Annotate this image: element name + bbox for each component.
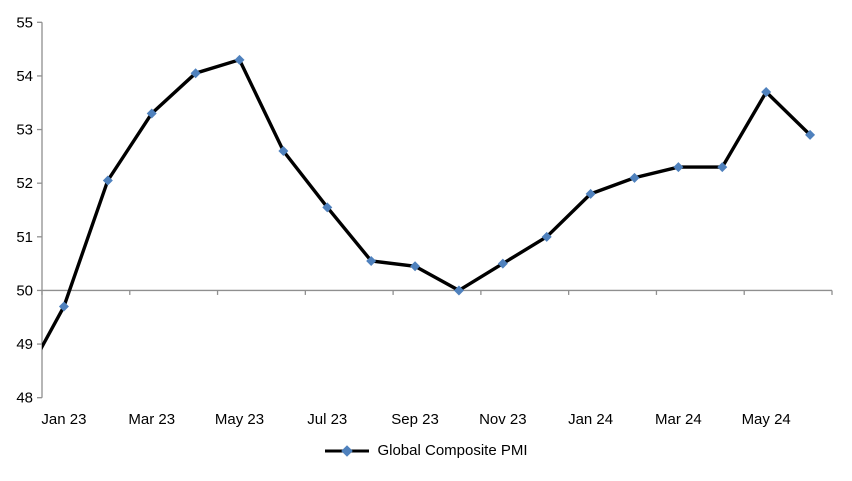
pmi-line-series [42, 57, 812, 351]
data-point-marker [629, 172, 640, 183]
data-point-marker [190, 68, 201, 79]
x-tick-label: May 24 [742, 411, 791, 428]
data-point-marker [717, 162, 728, 173]
data-point-marker [58, 301, 69, 312]
legend-label: Global Composite PMI [377, 442, 528, 459]
y-tick-label: 52 [16, 175, 33, 192]
y-tick-label: 50 [16, 282, 33, 299]
marker-group [58, 54, 816, 312]
x-tick-label: Jan 24 [568, 411, 613, 428]
x-tick-label: Jan 23 [41, 411, 86, 428]
data-point-marker [322, 202, 333, 213]
x-tick-label: Mar 23 [128, 411, 175, 428]
data-point-marker [234, 54, 245, 65]
chart-legend: Global Composite PMI [0, 442, 852, 459]
x-tick-label: Nov 23 [479, 411, 527, 428]
data-point-marker [278, 146, 289, 157]
x-tick-label: Sep 23 [391, 411, 439, 428]
legend-line-marker-icon [325, 444, 370, 457]
x-tick-label: May 23 [215, 411, 264, 428]
data-point-marker [410, 261, 421, 272]
data-point-marker [761, 87, 772, 98]
x-tick-label: Jul 23 [307, 411, 347, 428]
y-tick-label: 49 [16, 336, 33, 353]
y-tick-label: 54 [16, 68, 33, 85]
data-point-marker [102, 175, 113, 186]
data-point-marker [453, 285, 464, 296]
y-tick-label: 55 [16, 14, 33, 31]
data-point-marker [541, 231, 552, 242]
y-tick-label: 48 [16, 390, 33, 407]
data-point-marker [146, 108, 157, 119]
data-point-marker [585, 188, 596, 199]
x-tick-label: Mar 24 [655, 411, 702, 428]
legend-diamond-marker-icon [341, 444, 354, 457]
data-point-marker [673, 162, 684, 173]
data-point-marker [805, 129, 816, 140]
y-tick-label: 51 [16, 229, 33, 246]
data-point-marker [497, 258, 508, 269]
data-point-marker [366, 255, 377, 266]
y-tick-label: 53 [16, 122, 33, 139]
